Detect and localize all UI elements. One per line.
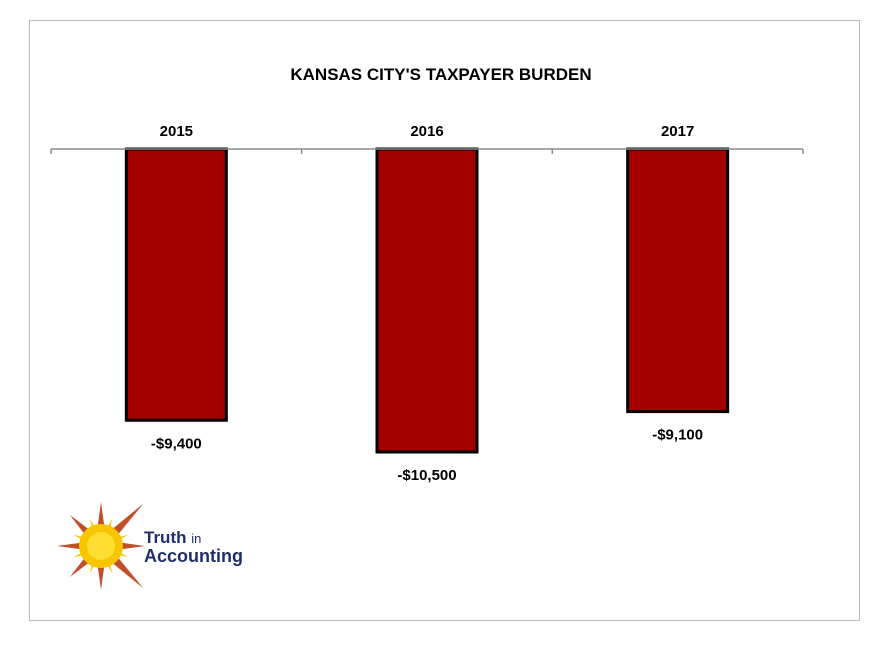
logo-text-truth-in: Truth in bbox=[144, 528, 202, 547]
bar-2015 bbox=[124, 147, 228, 422]
data-label: -$9,100 bbox=[652, 427, 703, 444]
logo-text-accounting: Accounting bbox=[144, 546, 243, 566]
x-tick-label: 2015 bbox=[160, 123, 193, 140]
chart-title: KANSAS CITY'S TAXPAYER BURDEN bbox=[290, 65, 591, 84]
x-tick-label: 2017 bbox=[661, 123, 694, 140]
bar-2017 bbox=[626, 147, 730, 414]
bar-2016 bbox=[375, 147, 479, 454]
data-label: -$9,400 bbox=[151, 435, 202, 452]
data-label: -$10,500 bbox=[397, 467, 456, 484]
truth-in-accounting-logo bbox=[57, 502, 145, 590]
x-tick-label: 2016 bbox=[410, 123, 443, 140]
